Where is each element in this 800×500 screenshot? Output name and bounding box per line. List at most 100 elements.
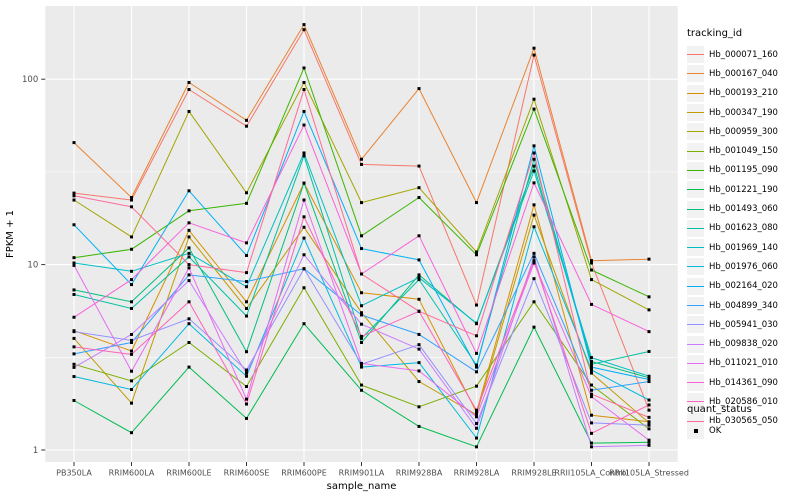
data-point bbox=[360, 341, 363, 345]
legend-entry-Hb_000071_160: Hb_000071_160 bbox=[687, 45, 800, 64]
data-point bbox=[590, 268, 593, 272]
data-point bbox=[245, 253, 248, 257]
data-point bbox=[187, 80, 191, 84]
data-point bbox=[590, 383, 593, 387]
data-point bbox=[532, 151, 536, 155]
data-point bbox=[245, 191, 248, 195]
y-axis-title: FPKM + 1 bbox=[5, 210, 16, 258]
data-point bbox=[647, 421, 651, 425]
data-point bbox=[130, 341, 133, 345]
data-point bbox=[417, 369, 421, 373]
data-point bbox=[532, 251, 536, 255]
data-point bbox=[590, 356, 593, 360]
data-point bbox=[647, 380, 651, 384]
data-point bbox=[590, 368, 593, 372]
data-point bbox=[590, 392, 593, 396]
data-point bbox=[245, 118, 248, 122]
data-point bbox=[647, 257, 651, 261]
data-point bbox=[187, 365, 191, 369]
data-point bbox=[72, 256, 76, 260]
data-point bbox=[245, 374, 248, 378]
x-tick-label: RRIM928LE bbox=[511, 469, 556, 478]
legend-entry-Hb_009838_020: Hb_009838_020 bbox=[687, 334, 800, 353]
data-point bbox=[532, 203, 536, 207]
data-point bbox=[532, 181, 536, 185]
legend-key-line-icon bbox=[687, 84, 704, 102]
legend-entry-Hb_001493_060: Hb_001493_060 bbox=[687, 199, 800, 218]
data-point bbox=[187, 273, 191, 277]
legend-entry-Hb_000167_040: Hb_000167_040 bbox=[687, 64, 800, 83]
data-point bbox=[647, 415, 651, 419]
data-point bbox=[417, 258, 421, 262]
legend-key-line-icon bbox=[687, 335, 704, 353]
legend-entry-Hb_014361_090: Hb_014361_090 bbox=[687, 373, 800, 392]
data-point bbox=[187, 246, 191, 250]
data-point bbox=[417, 186, 421, 190]
x-tick-label: RRIM600PE bbox=[281, 469, 327, 478]
data-point bbox=[130, 369, 133, 373]
legend-entry-Hb_004899_340: Hb_004899_340 bbox=[687, 296, 800, 315]
data-point bbox=[360, 313, 363, 317]
legend-entry-Hb_000347_190: Hb_000347_190 bbox=[687, 103, 800, 122]
data-point bbox=[187, 87, 191, 91]
data-point bbox=[245, 385, 248, 389]
legend-key-line-icon bbox=[687, 219, 704, 237]
legend-entry-label: Hb_000959_300 bbox=[709, 126, 778, 137]
data-point bbox=[475, 321, 478, 325]
data-point bbox=[532, 213, 536, 217]
data-point bbox=[532, 325, 536, 329]
data-point bbox=[72, 141, 76, 145]
data-point bbox=[72, 362, 76, 366]
legend-entry-label: Hb_001493_060 bbox=[709, 204, 778, 215]
legend-key-line-icon bbox=[687, 181, 704, 199]
x-tick-label: RRIM600LA bbox=[109, 469, 155, 478]
data-point bbox=[245, 285, 248, 289]
data-point bbox=[417, 297, 421, 301]
data-point bbox=[72, 345, 76, 349]
legend-key-line-icon bbox=[687, 239, 704, 257]
data-point bbox=[130, 332, 133, 336]
data-point bbox=[417, 309, 421, 313]
data-point bbox=[245, 371, 248, 375]
data-point bbox=[647, 403, 651, 407]
data-point bbox=[475, 445, 478, 449]
legend-entry-label: Hb_005941_030 bbox=[709, 319, 778, 330]
data-point bbox=[302, 286, 306, 290]
data-point bbox=[130, 387, 133, 391]
data-point bbox=[72, 198, 76, 202]
data-point bbox=[130, 198, 133, 202]
data-point bbox=[417, 405, 421, 409]
legend-entry-Hb_000959_300: Hb_000959_300 bbox=[687, 122, 800, 141]
data-point bbox=[72, 352, 76, 356]
legend-title-quant-status: quant_status bbox=[687, 404, 752, 415]
data-point bbox=[130, 352, 133, 356]
legend-entry-label: OK bbox=[709, 425, 722, 436]
legend-key-line-icon bbox=[687, 46, 704, 64]
data-point bbox=[475, 436, 478, 440]
data-point bbox=[475, 303, 478, 307]
data-point bbox=[590, 362, 593, 366]
data-point bbox=[245, 124, 248, 128]
data-point bbox=[647, 349, 651, 353]
data-point bbox=[475, 408, 478, 412]
data-point bbox=[130, 269, 133, 273]
data-point bbox=[302, 181, 306, 185]
legend-entry-label: Hb_001195_090 bbox=[709, 165, 778, 176]
data-point bbox=[360, 388, 363, 392]
data-point bbox=[532, 277, 536, 281]
data-point bbox=[245, 300, 248, 304]
data-point bbox=[590, 261, 593, 265]
data-point bbox=[302, 123, 306, 127]
data-point bbox=[187, 251, 191, 255]
data-point bbox=[72, 330, 76, 334]
data-point bbox=[187, 266, 191, 270]
data-point bbox=[360, 162, 363, 166]
y-tick-label: 100 bbox=[22, 75, 38, 85]
data-point bbox=[245, 416, 248, 420]
legend-entry-label: Hb_011021_010 bbox=[709, 358, 778, 369]
data-point bbox=[590, 365, 593, 369]
data-point bbox=[532, 259, 536, 263]
legend-entry-label: Hb_001049_150 bbox=[709, 146, 778, 157]
data-point bbox=[302, 322, 306, 326]
data-point bbox=[72, 336, 76, 340]
